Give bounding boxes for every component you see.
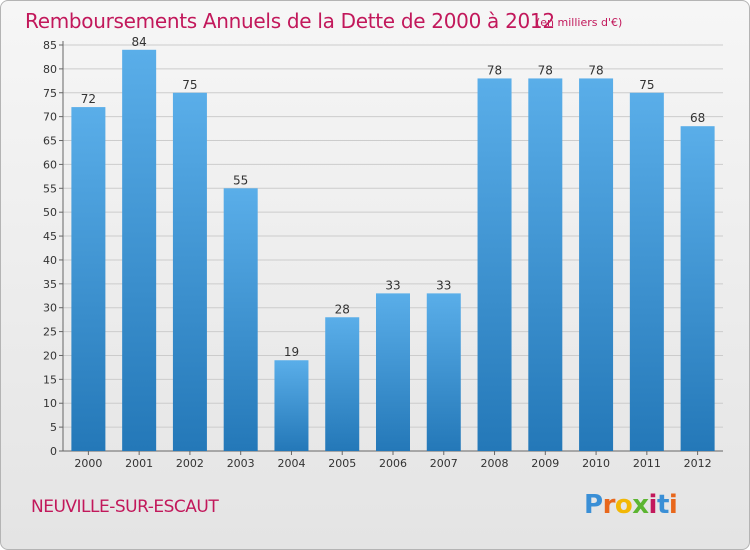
value-label-2000: 72	[81, 92, 96, 106]
y-tick-label: 20	[43, 349, 57, 362]
y-tick-label: 5	[50, 421, 57, 434]
logo-letter: r	[602, 490, 616, 520]
value-label-2010: 78	[588, 63, 603, 77]
y-tick-label: 35	[43, 278, 57, 291]
bar-2002	[172, 92, 207, 451]
bar-2005	[325, 317, 360, 451]
y-tick-label: 25	[43, 326, 57, 339]
x-tick-label-2009: 2009	[531, 457, 559, 470]
value-label-2007: 33	[436, 278, 451, 292]
logo-letter: o	[614, 490, 633, 520]
bar-2003	[223, 188, 258, 451]
value-label-2009: 78	[538, 63, 553, 77]
y-tick-label: 30	[43, 302, 57, 315]
value-label-2005: 28	[335, 302, 350, 316]
x-tick-label-2008: 2008	[481, 457, 509, 470]
value-label-2011: 75	[639, 78, 654, 92]
value-label-2001: 84	[132, 35, 147, 49]
bar-2011	[629, 92, 664, 451]
y-tick-label: 75	[43, 87, 57, 100]
bars	[71, 49, 715, 452]
bar-2008	[477, 78, 512, 451]
x-tick-label-2004: 2004	[277, 457, 305, 470]
x-tick-label-2012: 2012	[684, 457, 712, 470]
y-tick-label: 70	[43, 111, 57, 124]
bar-2007	[426, 293, 461, 451]
bar-2001	[122, 49, 157, 452]
y-tick-label: 45	[43, 230, 57, 243]
x-tick-label-2010: 2010	[582, 457, 610, 470]
value-label-2002: 75	[182, 78, 197, 92]
x-tick-label-2003: 2003	[227, 457, 255, 470]
town-name: NEUVILLE-SUR-ESCAUT	[31, 497, 219, 517]
logo-letter: i	[668, 490, 678, 520]
labels: 0 5 10 15 20 25 30 35 40 45 50 55 60 65 70 75 80 85 72 2000…	[43, 35, 712, 470]
logo-letter: t	[656, 490, 669, 520]
bar-2012	[680, 126, 715, 451]
bar-2004	[274, 360, 309, 451]
bar-2006	[376, 293, 410, 451]
chart-title: Remboursements Annuels de la Dette de 20…	[25, 9, 555, 33]
bar-2009	[528, 78, 563, 451]
logo-letter: i	[648, 490, 658, 520]
x-tick-label-2007: 2007	[430, 457, 458, 470]
proxiti-logo: Proxiti	[584, 490, 694, 524]
x-tick-label-2000: 2000	[74, 457, 102, 470]
logo-letter: x	[632, 490, 649, 520]
value-label-2008: 78	[487, 63, 502, 77]
bar-2000	[71, 107, 106, 451]
y-tick-label: 0	[50, 445, 57, 458]
value-label-2012: 68	[690, 111, 705, 125]
chart-subtitle: (en milliers d'€)	[536, 16, 623, 29]
y-tick-label: 80	[43, 63, 57, 76]
y-tick-label: 50	[43, 206, 57, 219]
value-label-2004: 19	[284, 345, 299, 359]
x-tick-label-2011: 2011	[633, 457, 661, 470]
y-tick-label: 85	[43, 39, 57, 52]
y-tick-label: 15	[43, 373, 57, 386]
x-tick-label-2001: 2001	[125, 457, 153, 470]
x-tick-label-2002: 2002	[176, 457, 204, 470]
y-tick-label: 40	[43, 254, 57, 267]
y-tick-label: 60	[43, 158, 57, 171]
y-tick-label: 65	[43, 135, 57, 148]
y-tick-label: 10	[43, 397, 57, 410]
x-tick-label-2006: 2006	[379, 457, 407, 470]
value-label-2003: 55	[233, 173, 248, 187]
value-label-2006: 33	[385, 278, 400, 292]
bar-2010	[579, 78, 614, 451]
y-tick-label: 55	[43, 182, 57, 195]
x-tick-label-2005: 2005	[328, 457, 356, 470]
logo-letter: P	[584, 490, 603, 520]
